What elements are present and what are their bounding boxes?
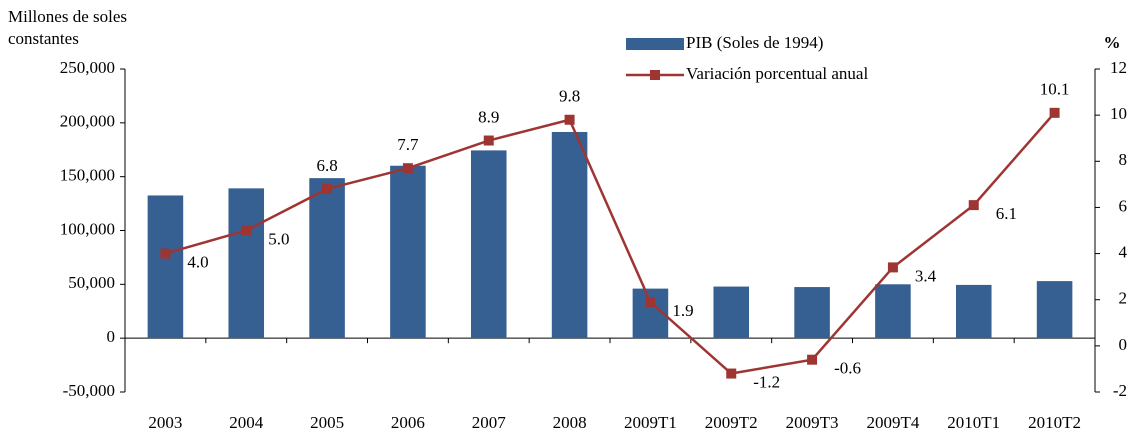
bar (309, 178, 345, 339)
data-label: 10.1 (1040, 80, 1070, 99)
x-tick-label: 2007 (472, 413, 507, 432)
marker (160, 248, 171, 259)
legend-label: Variación porcentual anual (686, 64, 868, 83)
x-tick-label: 2009T1 (624, 413, 677, 432)
marker (807, 354, 818, 365)
y2-tick-label: 8 (1119, 150, 1128, 169)
bar (470, 150, 507, 339)
marker (726, 368, 737, 379)
y2-tick-label: 2 (1119, 289, 1128, 308)
y-tick-label: 250,000 (60, 58, 115, 77)
data-label: 6.1 (996, 204, 1017, 223)
y-tick-label: 200,000 (60, 112, 115, 131)
bar (147, 195, 184, 339)
x-tick-label: 2010T2 (1028, 413, 1081, 432)
data-label: 6.8 (316, 156, 337, 175)
y2-axis-label: % (1104, 33, 1121, 52)
marker (483, 135, 494, 146)
bar (551, 131, 588, 339)
marker (968, 200, 979, 211)
data-label: 8.9 (478, 107, 499, 126)
data-label: 5.0 (268, 229, 289, 248)
y-tick-label: 0 (107, 327, 116, 346)
y2-tick-label: -2 (1113, 381, 1127, 400)
x-tick-label: 2009T2 (705, 413, 758, 432)
x-tick-label: 2003 (148, 413, 182, 432)
data-label: -0.6 (834, 359, 861, 378)
marker (241, 225, 252, 236)
x-tick-label: 2010T1 (947, 413, 1000, 432)
x-tick-label: 2005 (310, 413, 344, 432)
marker (564, 114, 575, 125)
data-label: 3.4 (915, 266, 937, 285)
data-label: -1.2 (753, 372, 780, 391)
line (165, 112, 1056, 375)
marker (322, 183, 333, 194)
y-tick-label: -50,000 (63, 381, 115, 400)
y-tick-label: 150,000 (60, 166, 115, 185)
y2-tick-label: 10 (1110, 104, 1127, 123)
marker (402, 163, 413, 174)
legend-swatch (650, 70, 660, 80)
bar (875, 284, 911, 339)
bar (713, 286, 750, 339)
y2-tick-label: 12 (1110, 58, 1127, 77)
y-tick-label: 50,000 (68, 273, 115, 292)
y2-tick-label: 0 (1119, 335, 1128, 354)
y-axis-label: Millones de soles constantes (8, 7, 127, 48)
marker (645, 297, 656, 308)
data-label: 9.8 (559, 87, 580, 106)
bar (794, 287, 830, 339)
data-label: 1.9 (672, 301, 693, 320)
bar (390, 165, 426, 339)
marker (887, 262, 898, 273)
x-tick-label: 2004 (229, 413, 264, 432)
marker (1049, 107, 1060, 118)
bar (955, 284, 992, 339)
x-tick-label: 2009T4 (866, 413, 919, 432)
legend-label: PIB (Soles de 1994) (686, 33, 823, 52)
y2-tick-label: 6 (1119, 196, 1128, 215)
y2-tick-label: 4 (1119, 242, 1128, 261)
x-tick-label: 2009T3 (786, 413, 839, 432)
data-label: 7.7 (397, 135, 419, 154)
x-tick-label: 2006 (391, 413, 425, 432)
data-label: 4.0 (187, 252, 208, 271)
y-tick-label: 100,000 (60, 219, 115, 238)
bar (228, 188, 265, 339)
bar (1036, 281, 1073, 339)
legend-swatch (626, 38, 684, 50)
x-tick-label: 2008 (553, 413, 587, 432)
